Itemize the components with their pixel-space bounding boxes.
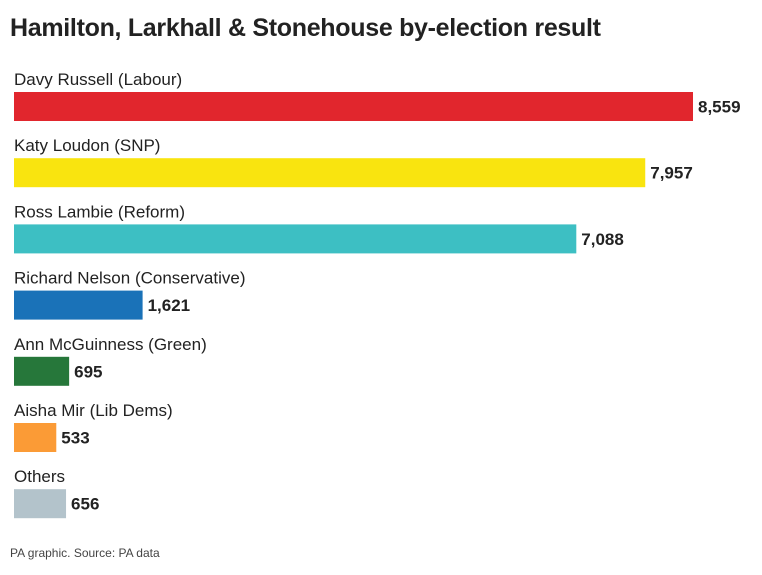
bar — [14, 224, 577, 254]
chart-title: Hamilton, Larkhall & Stonehouse by-elect… — [10, 14, 601, 42]
category-label: Aisha Mir (Lib Dems) — [14, 401, 173, 420]
category-label: Katy Loudon (SNP) — [14, 136, 160, 155]
bar — [14, 489, 67, 519]
category-label: Richard Nelson (Conservative) — [14, 269, 245, 288]
value-label: 656 — [71, 495, 99, 514]
value-label: 695 — [74, 362, 102, 381]
category-label: Ross Lambie (Reform) — [14, 202, 185, 221]
bar — [14, 92, 693, 121]
value-label: 533 — [61, 429, 89, 448]
value-label: 1,621 — [148, 296, 191, 315]
value-label: 7,088 — [581, 230, 624, 249]
bar — [14, 158, 646, 188]
category-label: Others — [14, 467, 65, 486]
bar — [14, 290, 143, 320]
value-label: 7,957 — [650, 164, 693, 183]
bar — [14, 423, 57, 452]
value-label: 8,559 — [698, 98, 741, 117]
bar — [14, 356, 70, 386]
category-label: Ann McGuinness (Green) — [14, 335, 207, 354]
category-label: Davy Russell (Labour) — [14, 70, 182, 89]
source-note: PA graphic. Source: PA data — [10, 546, 160, 560]
